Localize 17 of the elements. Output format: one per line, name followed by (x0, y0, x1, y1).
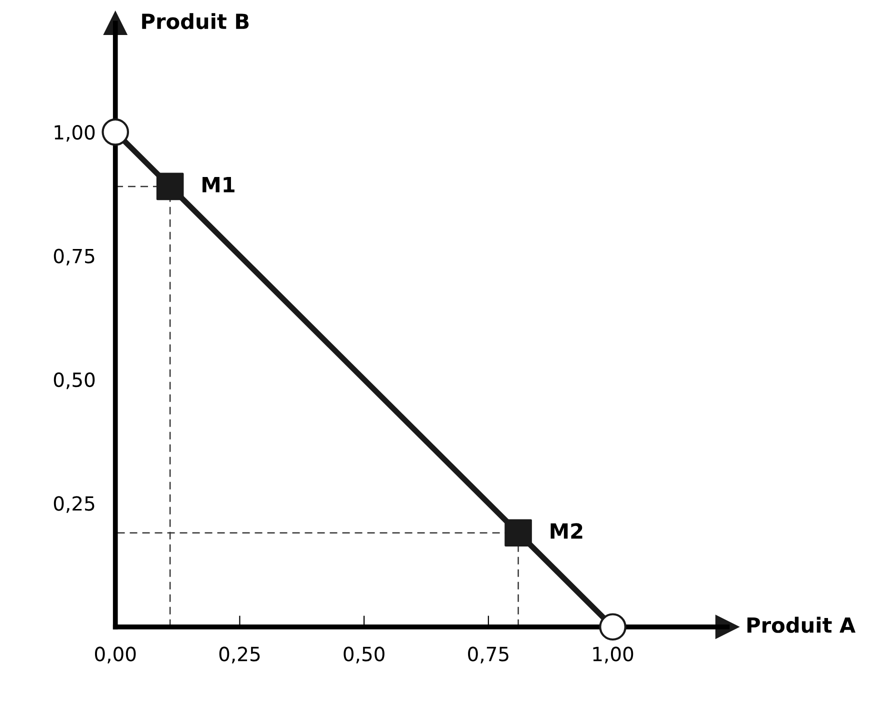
point (102, 118, 130, 146)
y-tick-label: 0,50 (54, 372, 95, 390)
y-tick-label: 0,75 (54, 248, 94, 266)
point (599, 613, 626, 641)
annotation: M1 (202, 177, 234, 192)
y-tick-label: 1,00 (54, 124, 95, 142)
point (156, 172, 184, 200)
x-tick-label: 0,00 (95, 646, 136, 664)
x-tick-label: 0,75 (468, 646, 508, 664)
y-axis-title: Produit B (142, 13, 249, 30)
x-tick-label: 1,00 (593, 646, 634, 664)
y-tick-label: 0,25 (54, 496, 94, 513)
x-tick-label: 0,50 (344, 646, 384, 664)
annotation: M2 (550, 523, 582, 539)
x-tick-label: 0,25 (219, 646, 260, 664)
x-axis-title: Produit A (747, 616, 856, 633)
point (504, 519, 532, 547)
